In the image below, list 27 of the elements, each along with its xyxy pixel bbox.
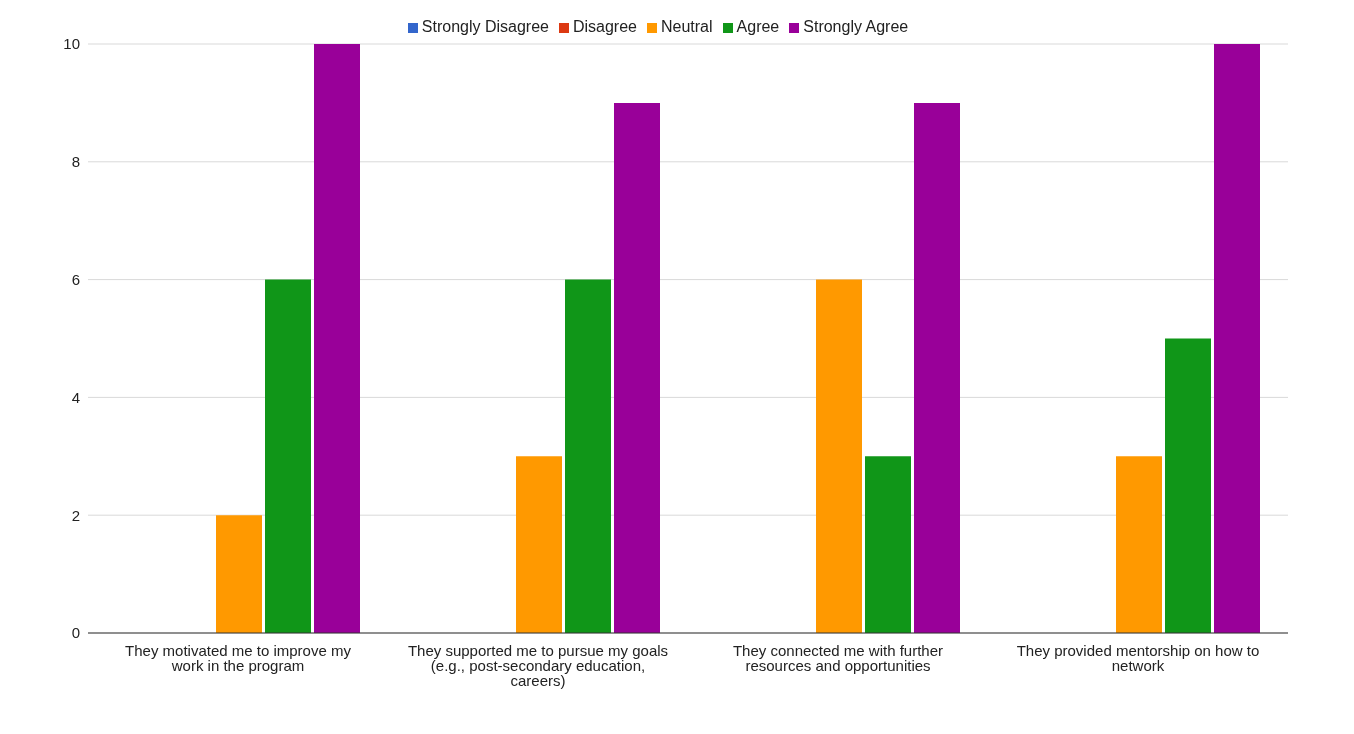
bar bbox=[516, 456, 562, 633]
y-tick-label: 2 bbox=[71, 506, 80, 524]
bar bbox=[914, 102, 960, 633]
bar bbox=[614, 102, 660, 633]
legend-label: Agree bbox=[736, 18, 780, 35]
bar bbox=[1214, 44, 1260, 633]
legend-label: Neutral bbox=[660, 18, 713, 35]
bar bbox=[314, 44, 360, 633]
y-tick-label: 8 bbox=[71, 153, 80, 171]
y-tick-label: 6 bbox=[71, 270, 80, 288]
legend-label: Strongly Agree bbox=[803, 18, 909, 35]
bar bbox=[265, 279, 311, 633]
bar bbox=[865, 456, 911, 633]
bar bbox=[216, 515, 262, 633]
bar bbox=[1165, 338, 1211, 633]
bar bbox=[816, 279, 862, 633]
y-tick-label: 4 bbox=[71, 388, 80, 406]
x-tick-label: They motivated me to improve my work in the program bbox=[125, 641, 352, 674]
bar bbox=[565, 279, 611, 633]
legend-label: Strongly Disagree bbox=[421, 18, 549, 35]
bar bbox=[1116, 456, 1162, 633]
x-tick-label: They provided mentorship on how to network bbox=[1016, 641, 1260, 674]
x-tick-label: They supported me to pursue my goals (e.g., post-secondary education, careers) bbox=[407, 641, 669, 689]
legend-label: Disagree bbox=[572, 18, 637, 35]
x-tick-label: They connected me with further resources and opportunities bbox=[732, 641, 944, 674]
y-tick-label: 0 bbox=[71, 624, 80, 642]
y-tick-label: 10 bbox=[63, 35, 80, 53]
